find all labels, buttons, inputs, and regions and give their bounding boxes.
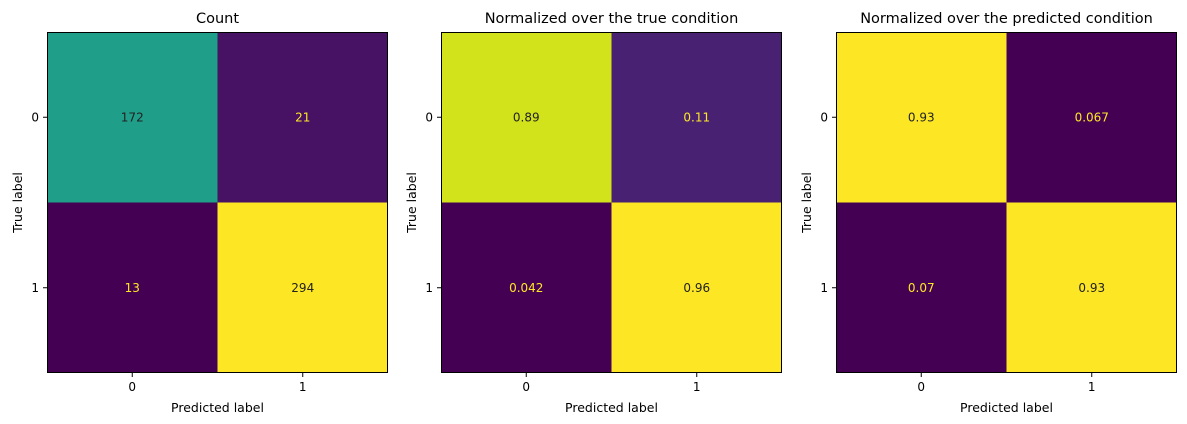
- cell-1-0: [441, 202, 612, 373]
- cell-0-1: [611, 32, 782, 203]
- y-axis-label: True label: [799, 172, 814, 234]
- cell-label-1-0: 0.07: [908, 281, 935, 295]
- cell-label-1-0: 0.042: [509, 281, 543, 295]
- y-tick-label: 1: [425, 281, 433, 295]
- cell-label-0-0: 172: [121, 110, 144, 124]
- cell-label-1-1: 0.96: [683, 281, 710, 295]
- y-tick-label: 1: [820, 281, 828, 295]
- cell-0-0: [47, 32, 218, 203]
- cell-1-0: [836, 202, 1007, 373]
- x-tick-label: 0: [522, 380, 530, 394]
- cell-label-0-0: 0.89: [513, 110, 540, 124]
- x-tick-label: 1: [1088, 380, 1096, 394]
- cell-label-0-1: 0.067: [1075, 110, 1109, 124]
- axes-frame: [47, 32, 388, 373]
- cell-label-1-1: 0.93: [1078, 281, 1105, 295]
- y-tick-label: 0: [425, 110, 433, 124]
- y-tick-label: 0: [820, 110, 828, 124]
- confusion-matrix-panel-2: 0.93 0.067 0.07 0.93 Normalized over the pre…: [799, 11, 1177, 415]
- x-tick-label: 1: [299, 380, 307, 394]
- cell-0-0: [836, 32, 1007, 203]
- cell-label-0-1: 21: [295, 110, 310, 124]
- cell-label-0-0: 0.93: [908, 110, 935, 124]
- y-axis-label: True label: [10, 172, 25, 234]
- cell-1-1: [217, 202, 388, 373]
- chart-title: Normalized over the predicted condition: [860, 11, 1153, 27]
- y-axis-label: True label: [404, 172, 419, 234]
- axes-frame: [441, 32, 782, 373]
- cell-label-1-0: 13: [125, 281, 140, 295]
- cell-0-1: [1006, 32, 1177, 203]
- cell-1-1: [611, 202, 782, 373]
- cell-1-1: [1006, 202, 1177, 373]
- cell-1-0: [47, 202, 218, 373]
- confusion-matrix-panel-1: 0.89 0.11 0.042 0.96 Normalized over the tru…: [404, 11, 782, 415]
- chart-title: Normalized over the true condition: [485, 11, 739, 27]
- cell-0-0: [441, 32, 612, 203]
- x-tick-label: 1: [693, 380, 701, 394]
- x-axis-label: Predicted label: [565, 400, 658, 415]
- chart-title: Count: [196, 11, 239, 27]
- cell-0-1: [217, 32, 388, 203]
- cell-label-1-1: 294: [291, 281, 314, 295]
- cell-label-0-1: 0.11: [683, 110, 710, 124]
- confusion-matrix-panel-0: 172 21 13 294 Count 0 1 0 1 Predicted label True l…: [10, 11, 388, 415]
- x-tick-label: 0: [917, 380, 925, 394]
- y-tick-label: 1: [31, 281, 39, 295]
- axes-frame: [836, 32, 1177, 373]
- y-tick-label: 0: [31, 110, 39, 124]
- x-axis-label: Predicted label: [960, 400, 1053, 415]
- x-tick-label: 0: [128, 380, 136, 394]
- x-axis-label: Predicted label: [171, 400, 264, 415]
